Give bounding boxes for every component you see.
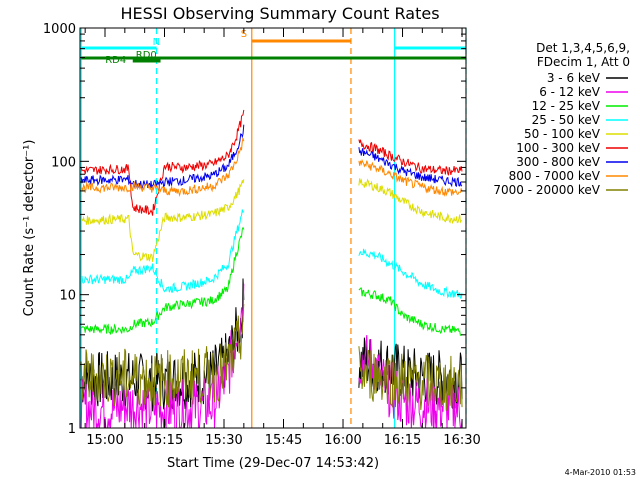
x-tick-label: 15:30	[205, 433, 242, 448]
annotation-label-s: S	[241, 29, 247, 40]
x-tick-label: 16:30	[443, 433, 480, 448]
x-tick-label: 15:15	[146, 433, 183, 448]
series-line-12-25-kev	[358, 287, 463, 336]
x-tick-label: 16:00	[324, 433, 361, 448]
legend: Det 1,3,4,5,6,9,FDecim 1, Att 0 3 - 6 keV…	[493, 41, 630, 197]
x-axis-label: Start Time (29-Dec-07 14:53:42)	[167, 456, 379, 471]
plot-timestamp: 4-Mar-2010 01:53	[565, 468, 636, 477]
x-tick-label: 15:00	[86, 433, 123, 448]
legend-label-50-100-kev: 50 - 100 keV	[524, 127, 601, 141]
legend-label-300-800-kev: 300 - 800 keV	[516, 155, 600, 169]
series-line-100-300-kev	[358, 139, 463, 176]
series-line-7000-20000-kev	[358, 346, 463, 411]
series-line-800-7000-kev	[358, 158, 463, 197]
series-line-300-800-kev	[358, 147, 463, 188]
series-layer	[80, 109, 463, 429]
series-line-800-7000-kev	[80, 137, 245, 197]
y-axis-label: Count Rate (s⁻¹ detector⁻¹)	[22, 140, 37, 317]
legend-label-100-300-kev: 100 - 300 keV	[516, 141, 600, 155]
series-line-7000-20000-kev	[80, 304, 245, 408]
series-line-100-300-kev	[80, 109, 245, 216]
y-tick-label: 100	[51, 155, 76, 170]
legend-label-25-50-kev: 25 - 50 keV	[532, 113, 601, 127]
series-line-6-12-kev	[80, 283, 245, 429]
x-tick-label: 15:45	[265, 433, 302, 448]
legend-label-12-25-kev: 12 - 25 keV	[532, 99, 601, 113]
annotation-label-rd4: RD4	[105, 55, 126, 66]
y-tick-label: 1	[68, 422, 76, 437]
x-tick-label: 16:15	[384, 433, 421, 448]
annotation-label-rd0: RD0	[136, 50, 157, 61]
legend-label-800-7000-kev: 800 - 7000 keV	[509, 169, 601, 183]
y-tick-label: 10	[59, 289, 76, 304]
x-axis: 15:00 15:15 15:30 15:45 16:00 16:15 16:30	[84, 28, 481, 448]
legend-header: Det 1,3,4,5,6,9,	[536, 41, 630, 55]
y-axis: 1 10 100 1000	[43, 22, 466, 437]
chart-title: HESSI Observing Summary Count Rates	[120, 4, 439, 23]
series-line-12-25-kev	[80, 226, 245, 336]
legend-label-3-6-kev: 3 - 6 keV	[547, 71, 601, 85]
series-line-25-50-kev	[358, 248, 463, 299]
annotation-bars: N S RD0 RD4	[81, 29, 466, 66]
y-tick-label: 1000	[43, 22, 76, 37]
legend-header: FDecim 1, Att 0	[537, 55, 630, 69]
series-line-50-100-kev	[358, 178, 463, 225]
series-line-50-100-kev	[80, 179, 245, 262]
legend-label-6-12-kev: 6 - 12 keV	[539, 85, 601, 99]
annotation-label-n: N	[153, 37, 160, 48]
series-line-300-800-kev	[80, 124, 245, 190]
plot-frame	[79, 27, 467, 429]
series-line-25-50-kev	[80, 209, 245, 293]
legend-label-7000-20000-kev: 7000 - 20000 keV	[493, 183, 600, 197]
